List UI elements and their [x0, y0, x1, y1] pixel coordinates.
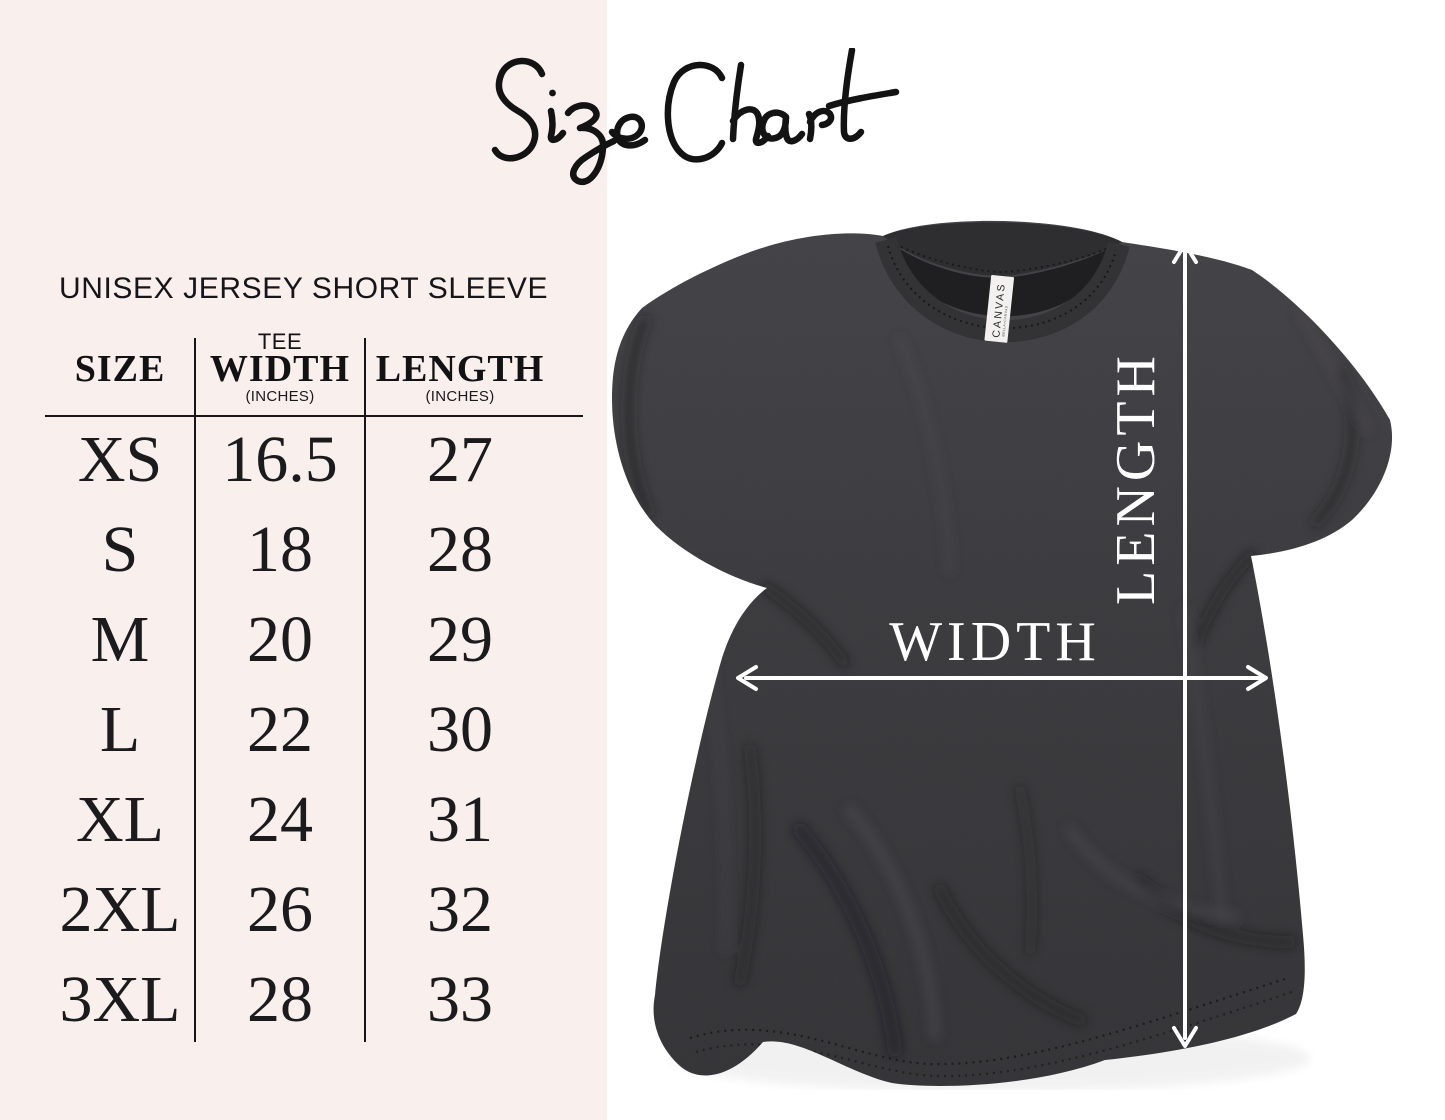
- width-value: 26: [247, 873, 313, 946]
- size-value: 2XL: [59, 873, 181, 946]
- size-value: M: [90, 603, 150, 676]
- measurement-overlay: [736, 242, 1268, 1048]
- header-tee-label: TEE: [257, 329, 303, 354]
- table-row: 3XL 28 33: [45, 955, 585, 1045]
- hem-stitching: [689, 976, 1293, 1078]
- table-row: XS 16.5 27: [45, 415, 585, 505]
- length-arrow: [1172, 242, 1198, 1048]
- header-length: LENGTH (INCHES): [365, 330, 555, 415]
- header-length-units: (INCHES): [425, 388, 495, 405]
- header-size-label: SIZE: [74, 348, 166, 390]
- table-row: XL 24 31: [45, 775, 585, 865]
- script-word-size: [491, 57, 649, 186]
- header-tee-width: TEE WIDTH (INCHES): [195, 330, 365, 415]
- width-value: 28: [247, 963, 313, 1036]
- size-value: L: [99, 693, 141, 766]
- header-length-label: LENGTH: [375, 348, 545, 390]
- length-value: 32: [427, 873, 493, 946]
- length-value: 33: [427, 963, 493, 1036]
- width-value: 24: [247, 783, 313, 856]
- table-row: S 18 28: [45, 505, 585, 595]
- table-row: M 20 29: [45, 595, 585, 685]
- length-value: 29: [427, 603, 493, 676]
- script-word-chart: [664, 48, 900, 163]
- table-row: 2XL 26 32: [45, 865, 585, 955]
- length-label: LENGTH: [1105, 351, 1167, 605]
- column-divider-1: [194, 338, 196, 1042]
- column-divider-2: [364, 338, 366, 1042]
- table-subtitle: UNISEX JERSEY SHORT SLEEVE: [58, 272, 549, 305]
- table-body: XS 16.5 27 S 18 28 M 20 29 L 22 30 XL 24…: [45, 415, 585, 1045]
- table-row: L 22 30: [45, 685, 585, 775]
- size-value: XS: [77, 423, 163, 496]
- length-value: 28: [427, 513, 493, 586]
- size-value: S: [101, 513, 139, 586]
- table-header: SIZE TEE WIDTH (INCHES) LENGTH (INCHES): [45, 330, 585, 415]
- size-value: XL: [76, 783, 164, 856]
- pink-background-panel: [0, 0, 607, 1120]
- tshirt-mockup: CANVAS BELLA+CANVAS WIDTH LENGTH: [612, 220, 1393, 1090]
- header-width-units: (INCHES): [245, 388, 315, 405]
- width-value: 18: [247, 513, 313, 586]
- size-value: 3XL: [59, 963, 181, 1036]
- header-size: SIZE: [45, 330, 195, 415]
- length-value: 31: [427, 783, 493, 856]
- width-arrow: [736, 665, 1268, 691]
- width-value: 16.5: [222, 423, 338, 496]
- length-value: 27: [427, 423, 493, 496]
- fabric-wrinkles: [624, 306, 1372, 1057]
- size-chart-script-title: [491, 48, 900, 186]
- tag-brand-text: CANVAS: [990, 282, 1008, 339]
- header-width-label: WIDTH: [209, 348, 351, 390]
- tshirt-illustration: CANVAS BELLA+CANVAS: [612, 220, 1393, 1086]
- width-label: WIDTH: [889, 611, 1101, 673]
- header-underline: [45, 415, 583, 417]
- tag-brand-small-text: BELLA+CANVAS: [1001, 305, 1008, 337]
- width-value: 22: [247, 693, 313, 766]
- width-value: 20: [247, 603, 313, 676]
- back-collar-band: [883, 222, 1122, 276]
- size-table: SIZE TEE WIDTH (INCHES) LENGTH (INCHES) …: [45, 330, 585, 1046]
- neck-tag: CANVAS BELLA+CANVAS: [984, 274, 1015, 343]
- length-value: 30: [427, 693, 493, 766]
